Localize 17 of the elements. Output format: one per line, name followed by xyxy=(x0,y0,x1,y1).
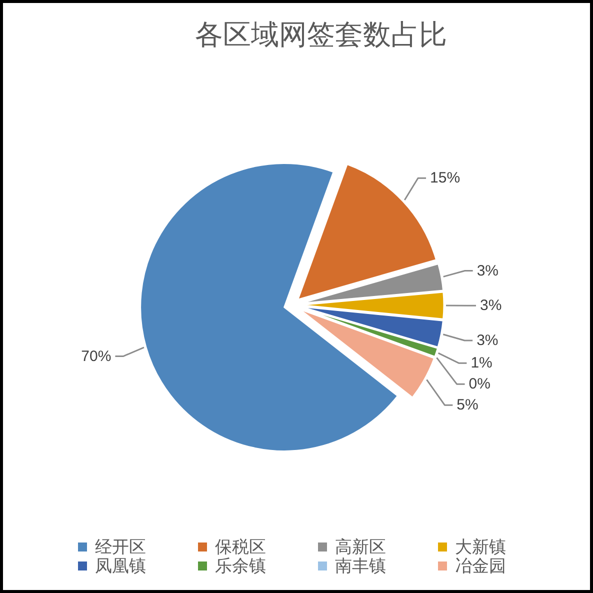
data-label: 3% xyxy=(476,332,498,349)
data-label: 15% xyxy=(430,170,460,187)
data-label: 70% xyxy=(81,348,112,365)
legend-label: 乐余镇 xyxy=(215,556,266,576)
data-label: 5% xyxy=(456,396,478,414)
legend-label: 凤凰镇 xyxy=(95,556,146,576)
chart-title: 各区域网签套数占比 xyxy=(195,20,447,51)
legend-label: 大新镇 xyxy=(455,538,506,556)
data-label: 3% xyxy=(476,262,499,280)
data-label: 1% xyxy=(470,354,492,372)
legend-label: 冶金园 xyxy=(455,556,506,576)
text: 0% xyxy=(468,376,490,393)
legend-label: 经开区 xyxy=(95,538,146,556)
legend-label: 南丰镇 xyxy=(335,556,386,576)
legend-label: 高新区 xyxy=(335,538,386,556)
data-label: 3% xyxy=(480,297,502,314)
legend-label: 保税区 xyxy=(215,538,266,556)
